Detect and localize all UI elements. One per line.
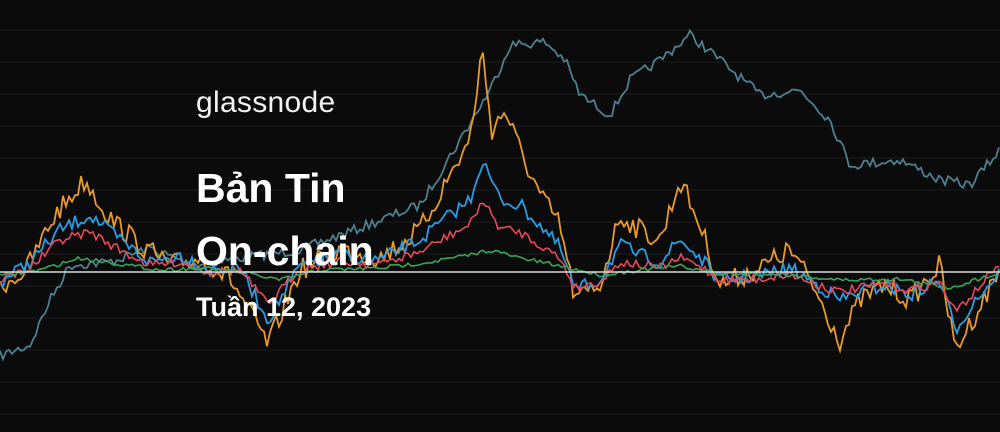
- red-series-line: [0, 202, 1000, 313]
- brand-logo-text: glassnode: [196, 86, 336, 119]
- green-series-line: [0, 249, 1000, 291]
- grid-lines: [0, 29, 1000, 415]
- price-line: [0, 28, 1000, 362]
- title-line-2: On-chain: [196, 228, 374, 274]
- blue-series-line: [0, 162, 1000, 336]
- title-line-1: Bản Tin: [196, 165, 346, 211]
- subtitle-week: Tuần 12, 2023: [196, 292, 372, 322]
- orange-series-line: [0, 52, 1000, 355]
